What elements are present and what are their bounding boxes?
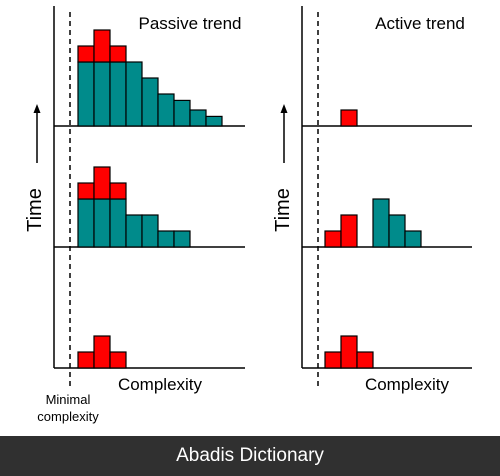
existing-bar bbox=[388, 214, 406, 248]
new-bar bbox=[340, 214, 358, 248]
new-bar bbox=[109, 182, 127, 200]
footer-text: Abadis Dictionary bbox=[176, 445, 324, 466]
trend-diagram: Passive trend Time Complexity Minimal co… bbox=[24, 6, 472, 424]
existing-bar bbox=[372, 198, 390, 248]
new-bar bbox=[77, 351, 95, 369]
new-bar bbox=[324, 351, 342, 369]
footer-bar: Abadis Dictionary bbox=[0, 436, 500, 476]
existing-bar bbox=[125, 61, 143, 127]
existing-bar bbox=[93, 61, 111, 127]
existing-bar bbox=[189, 109, 207, 127]
existing-bar bbox=[77, 198, 95, 248]
active-trend-title: Active trend bbox=[375, 14, 465, 33]
passive-complexity-label: Complexity bbox=[118, 375, 203, 394]
existing-bar bbox=[77, 61, 95, 127]
passive-time-arrow bbox=[33, 104, 41, 163]
new-bar bbox=[109, 45, 127, 63]
existing-bar bbox=[157, 230, 175, 248]
existing-bar bbox=[157, 93, 175, 127]
new-bar bbox=[93, 166, 111, 200]
passive-trend-panel: Passive trend Time Complexity Minimal co… bbox=[24, 6, 245, 424]
minimal-complexity-label-line2: complexity bbox=[37, 409, 99, 424]
existing-bar bbox=[141, 77, 159, 127]
existing-bar bbox=[404, 230, 422, 248]
new-bar bbox=[109, 351, 127, 369]
passive-bars bbox=[77, 29, 223, 369]
passive-trend-title: Passive trend bbox=[139, 14, 242, 33]
active-bars bbox=[324, 109, 422, 369]
active-trend-panel: Active trend Time Complexity bbox=[272, 6, 472, 394]
new-bar bbox=[340, 109, 358, 127]
existing-bar bbox=[109, 198, 127, 248]
new-bar bbox=[93, 335, 111, 369]
existing-bar bbox=[109, 61, 127, 127]
existing-bar bbox=[125, 214, 143, 248]
active-complexity-label: Complexity bbox=[365, 375, 450, 394]
new-bar bbox=[77, 45, 95, 63]
existing-bar bbox=[173, 99, 191, 127]
active-time-label: Time bbox=[272, 188, 294, 232]
new-bar bbox=[324, 230, 342, 248]
new-bar bbox=[340, 335, 358, 369]
existing-bar bbox=[93, 198, 111, 248]
existing-bar bbox=[141, 214, 159, 248]
new-bar bbox=[93, 29, 111, 63]
existing-bar bbox=[205, 115, 223, 127]
active-time-arrow bbox=[280, 104, 288, 163]
passive-time-label: Time bbox=[24, 188, 46, 232]
new-bar bbox=[77, 182, 95, 200]
new-bar bbox=[356, 351, 374, 369]
existing-bar bbox=[173, 230, 191, 248]
minimal-complexity-label-line1: Minimal bbox=[46, 392, 91, 407]
